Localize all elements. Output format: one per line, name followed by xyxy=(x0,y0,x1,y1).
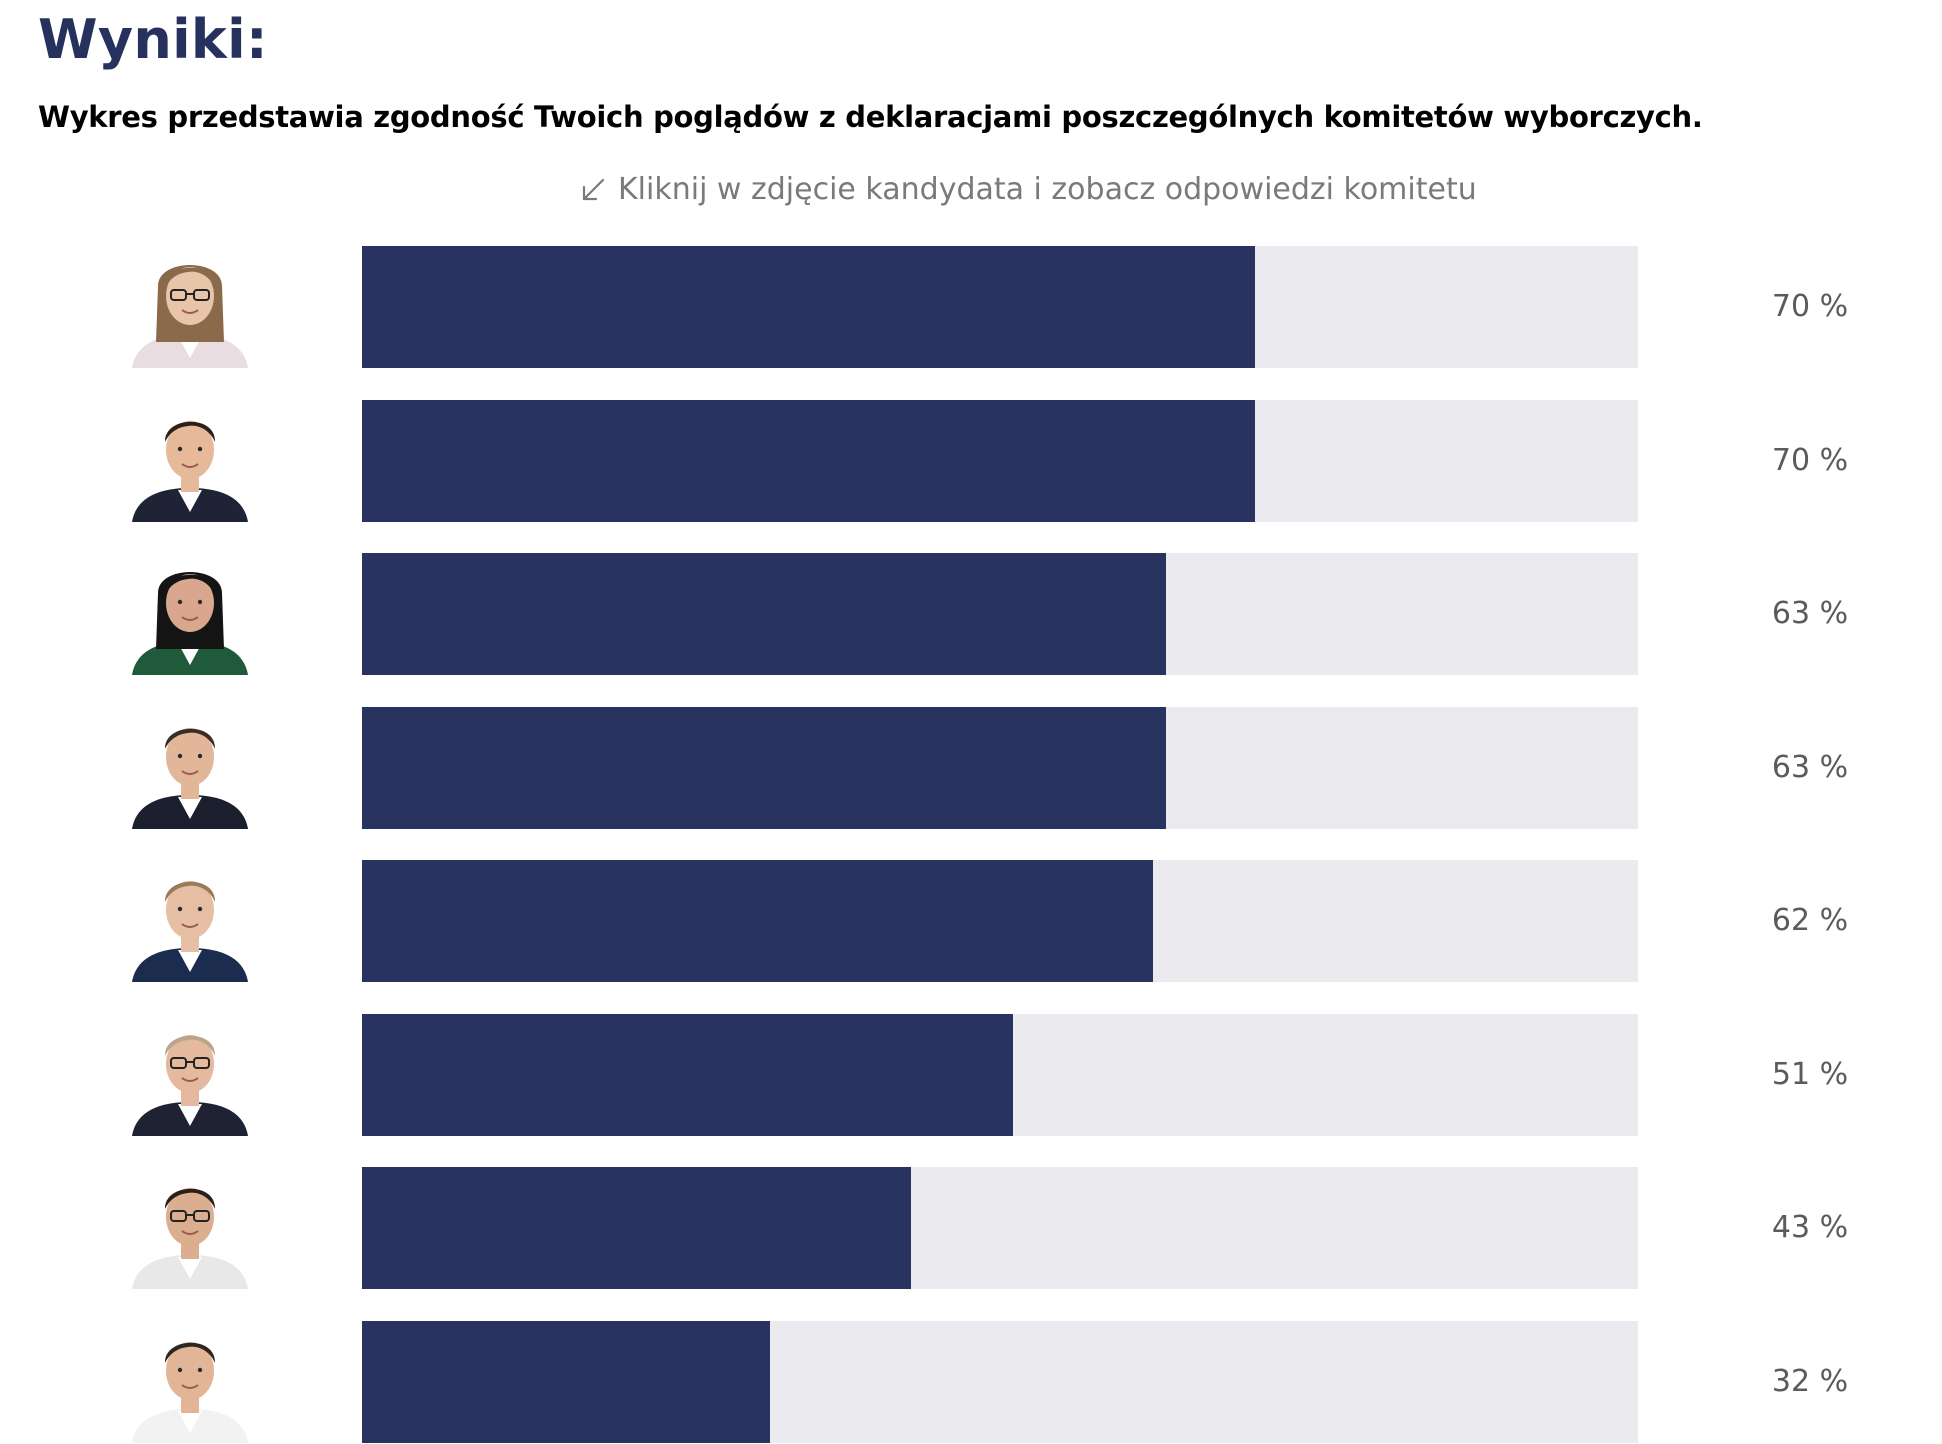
hint: Kliknij w zdjęcie kandydata i zobacz odp… xyxy=(580,172,1477,207)
bar xyxy=(362,1013,1013,1136)
candidate-photo[interactable] xyxy=(128,400,252,522)
candidate-photo-icon xyxy=(132,1341,248,1443)
bar-track xyxy=(362,1167,1638,1289)
candidate-photo-icon xyxy=(132,572,248,675)
candidate-photo[interactable] xyxy=(128,553,252,675)
arrow-down-left-icon xyxy=(582,178,605,200)
bar-track xyxy=(362,1320,1638,1443)
bar xyxy=(362,553,1166,675)
candidate-photo-icon xyxy=(132,1034,248,1136)
candidate-row: 70 % xyxy=(0,246,1942,368)
candidate-photo[interactable] xyxy=(128,246,252,368)
page-title: Wyniki: xyxy=(38,8,268,71)
bar-track xyxy=(362,706,1638,829)
candidate-photo[interactable] xyxy=(128,1321,252,1443)
candidate-photo[interactable] xyxy=(128,707,252,829)
bar-track xyxy=(362,399,1638,522)
value-label: 70 % xyxy=(1771,289,1849,324)
candidate-photo-icon xyxy=(132,1188,248,1289)
bar xyxy=(362,399,1256,522)
bar xyxy=(362,246,1256,368)
candidate-row: 70 % xyxy=(0,399,1942,522)
candidate-photo[interactable] xyxy=(128,1167,252,1289)
bar-track xyxy=(362,1013,1638,1136)
candidate-photo-icon xyxy=(132,265,248,368)
bar xyxy=(362,1320,771,1443)
candidate-row: 51 % xyxy=(0,1013,1942,1136)
bar-track xyxy=(362,246,1638,368)
candidate-photo[interactable] xyxy=(128,1014,252,1136)
value-label: 62 % xyxy=(1771,903,1849,938)
hint-text: Kliknij w zdjęcie kandydata i zobacz odp… xyxy=(618,172,1477,207)
bar-track xyxy=(362,860,1638,982)
value-label: 51 % xyxy=(1771,1056,1849,1092)
candidate-row: 62 % xyxy=(0,860,1942,982)
candidate-row: 63 % xyxy=(0,706,1942,829)
bar-track xyxy=(362,553,1638,675)
value-label: 63 % xyxy=(1771,596,1849,631)
chart-description: Wykres przedstawia zgodność Twoich poglą… xyxy=(38,100,1703,134)
candidate-row: 63 % xyxy=(0,553,1942,675)
candidate-photo[interactable] xyxy=(128,860,252,982)
bar xyxy=(362,1167,911,1289)
bar xyxy=(362,706,1166,829)
value-label: 70 % xyxy=(1771,442,1849,478)
value-label: 43 % xyxy=(1771,1210,1849,1245)
value-label: 32 % xyxy=(1771,1363,1849,1399)
candidate-photo-icon xyxy=(132,881,248,982)
candidate-photo-icon xyxy=(132,727,248,829)
candidate-row: 32 % xyxy=(0,1320,1942,1443)
value-label: 63 % xyxy=(1771,749,1849,785)
bar xyxy=(362,860,1154,982)
candidate-photo-icon xyxy=(132,420,248,522)
candidate-row: 43 % xyxy=(0,1167,1942,1289)
